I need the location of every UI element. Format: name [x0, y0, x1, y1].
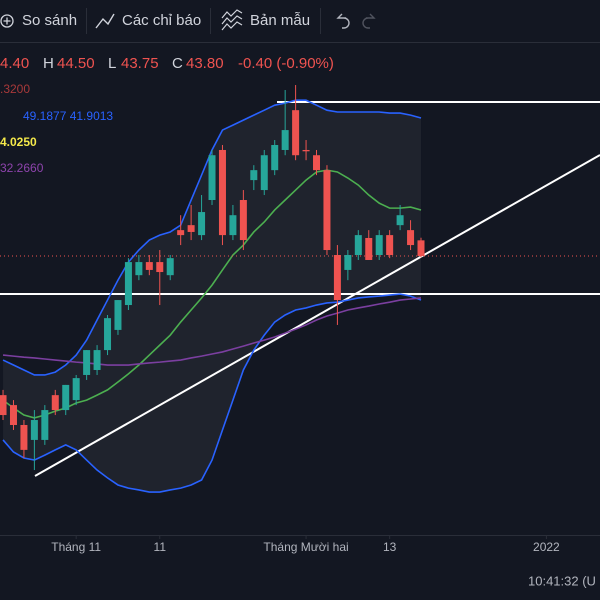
candle-body: [187, 225, 195, 232]
candle-body: [124, 262, 132, 306]
clock: 10:41:32 (U: [528, 573, 596, 588]
templates-label: Bản mẫu: [250, 12, 310, 29]
x-tick-label: 2022: [533, 540, 560, 554]
candle-body: [41, 410, 49, 440]
compare-label: So sánh: [22, 12, 77, 29]
indicator-value: 49.1877 41.9013: [23, 109, 113, 123]
indicator-line: [2, 169, 422, 419]
candle-body: [156, 262, 164, 273]
candle-body: [292, 110, 300, 156]
candle-body: [114, 300, 122, 330]
candle-body: [72, 378, 80, 401]
candle-body: [260, 155, 268, 191]
candle-body: [208, 155, 216, 201]
candle-body: [83, 350, 91, 375]
templates-icon: [221, 9, 243, 31]
candle-body: [229, 215, 237, 236]
legend-key: H: [43, 55, 54, 72]
legend-key: L: [108, 55, 116, 72]
indicator-line: [2, 297, 422, 366]
candle-body: [93, 350, 101, 370]
plot-area: [0, 85, 600, 493]
compare-icon: [0, 14, 14, 28]
x-tick-label: 13: [383, 540, 397, 554]
candle-body: [375, 235, 383, 256]
candle-body: [0, 395, 7, 416]
candle-body: [281, 130, 289, 150]
candle-body: [51, 395, 59, 411]
undo-button[interactable]: [336, 13, 350, 29]
candle-body: [9, 405, 17, 425]
candle-body: [250, 170, 258, 181]
x-tick-label: 11: [154, 540, 167, 554]
indicator-value: 32.2660: [0, 161, 44, 175]
legend-value: 44.50: [57, 55, 95, 72]
candle-body: [333, 255, 341, 301]
x-tick-label: Tháng 11: [51, 540, 101, 554]
compare-button[interactable]: So sánh: [0, 12, 77, 29]
candle-body: [198, 212, 206, 236]
band-fill: [3, 100, 422, 493]
indicator-value: .3200: [0, 82, 30, 96]
candle-body: [30, 420, 38, 440]
templates-button[interactable]: Bản mẫu: [221, 9, 310, 31]
candle-body: [386, 235, 394, 256]
candle-body: [104, 318, 112, 351]
candle-body: [62, 384, 70, 411]
indicators-button[interactable]: Các chỉ báo: [95, 12, 201, 29]
toolbar: So sánh Các chỉ báo Bản mẫu: [0, 8, 600, 43]
candle-body: [135, 262, 143, 276]
indicators-label: Các chỉ báo: [122, 12, 201, 29]
indicators-icon: [95, 13, 115, 29]
candle-body: [239, 200, 247, 241]
candle-body: [365, 237, 373, 260]
candle-body: [407, 230, 415, 246]
indicator-value: 4.0250: [0, 135, 37, 149]
redo-button[interactable]: [362, 13, 376, 29]
legend-value: 43.75: [121, 55, 159, 72]
candle-body: [344, 255, 352, 270]
candle-body: [218, 149, 226, 236]
candle-body: [145, 262, 153, 270]
candle-body: [302, 149, 310, 152]
candle-body: [323, 170, 331, 251]
drawn-trend-line: [34, 154, 600, 477]
legend-key: C: [172, 55, 183, 72]
legend-value: -0.40 (-0.90%): [238, 55, 334, 72]
indicator-line: [2, 293, 422, 493]
x-tick-label: Tháng Mười hai: [263, 540, 348, 554]
candle-body: [354, 235, 362, 256]
candle-body: [417, 240, 425, 257]
candle-body: [313, 155, 321, 171]
candle-body: [20, 424, 28, 450]
candle-body: [396, 215, 404, 226]
candle-body: [166, 258, 174, 276]
compare-icon-plus: [3, 17, 11, 25]
candle-body: [177, 230, 185, 236]
legend-area: 4.40 H 44.50 L 43.75 C 43.80 -0.40 (-0.90%) .320…: [0, 55, 334, 175]
legend-value: 4.40: [0, 55, 29, 72]
candle-body: [271, 145, 279, 171]
legend-value: 43.80: [186, 55, 224, 72]
